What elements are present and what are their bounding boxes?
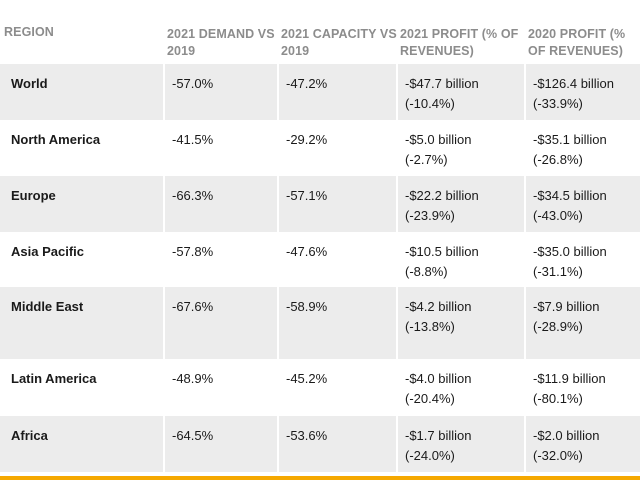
header-profit-2021-label: 2021 PROFIT (% OF REVENUES) [400,27,519,58]
table-row: World -57.0% -47.2% -$47.7 billion (-10.4… [0,64,640,120]
table-header: REGION 2021 DEMAND VS 2019 2021 CAPACITY… [0,0,640,64]
capacity-cell: -53.6% [277,416,397,472]
region-cell: Latin America [0,359,164,416]
profit-2020-cell: -$35.0 billion (-31.1%) [524,232,640,287]
profit-2020-cell: -$2.0 billion (-32.0%) [524,416,640,472]
profit-2021-cell: -$4.2 billion (-13.8%) [396,287,525,359]
header-demand: 2021 DEMAND VS 2019 [164,0,278,64]
profit-2021-value: -$4.2 billion [405,299,472,314]
region-cell: Asia Pacific [0,232,164,287]
profit-2020-pct: (-28.9%) [533,319,583,334]
demand-cell: -41.5% [163,120,278,176]
region-cell: North America [0,120,164,176]
profit-2020-pct: (-32.0%) [533,448,583,463]
profit-2021-pct: (-10.4%) [405,96,455,111]
profit-2020-value: -$35.1 billion [533,132,607,147]
table-row: Middle East -67.6% -58.9% -$4.2 billion (… [0,287,640,359]
profit-2021-cell: -$5.0 billion (-2.7%) [396,120,525,176]
profit-2020-cell: -$35.1 billion (-26.8%) [524,120,640,176]
profit-2021-value: -$5.0 billion [405,132,472,147]
table-body: World -57.0% -47.2% -$47.7 billion (-10.4… [0,64,640,472]
profit-2021-pct: (-2.7%) [405,152,448,167]
profit-2021-cell: -$22.2 billion (-23.9%) [396,176,525,232]
profit-2021-cell: -$47.7 billion (-10.4%) [396,64,525,120]
profit-2021-cell: -$10.5 billion (-8.8%) [396,232,525,287]
region-cell: Middle East [0,287,164,359]
capacity-cell: -47.6% [277,232,397,287]
profit-2020-value: -$34.5 billion [533,188,607,203]
profit-2020-value: -$2.0 billion [533,428,600,443]
profit-2021-pct: (-24.0%) [405,448,455,463]
header-profit-2021: 2021 PROFIT (% OF REVENUES) [397,0,525,64]
profit-2021-value: -$10.5 billion [405,244,479,259]
capacity-cell: -29.2% [277,120,397,176]
profit-2021-pct: (-23.9%) [405,208,455,223]
region-cell: World [0,64,164,120]
demand-cell: -57.8% [163,232,278,287]
profit-2020-cell: -$7.9 billion (-28.9%) [524,287,640,359]
profit-2020-value: -$7.9 billion [533,299,600,314]
profit-2021-pct: (-13.8%) [405,319,455,334]
table-row: Europe -66.3% -57.1% -$22.2 billion (-23.… [0,176,640,232]
demand-cell: -57.0% [163,64,278,120]
accent-bottom-bar [0,476,640,480]
profit-2021-cell: -$4.0 billion (-20.4%) [396,359,525,416]
region-cell: Europe [0,176,164,232]
table-row: North America -41.5% -29.2% -$5.0 billio… [0,120,640,176]
capacity-cell: -58.9% [277,287,397,359]
profit-2021-pct: (-20.4%) [405,391,455,406]
capacity-cell: -45.2% [277,359,397,416]
profit-2020-cell: -$126.4 billion (-33.9%) [524,64,640,120]
table-row: Asia Pacific -57.8% -47.6% -$10.5 billio… [0,232,640,287]
profit-2021-value: -$47.7 billion [405,76,479,91]
profit-2021-pct: (-8.8%) [405,264,448,279]
header-capacity: 2021 CAPACITY VS 2019 [278,0,397,64]
table-row: Latin America -48.9% -45.2% -$4.0 billio… [0,359,640,416]
header-region: REGION [0,0,164,64]
profit-2021-value: -$1.7 billion [405,428,472,443]
profit-2020-value: -$11.9 billion [533,371,606,386]
profit-2020-pct: (-43.0%) [533,208,583,223]
header-demand-label: 2021 DEMAND VS 2019 [167,27,275,58]
profit-2020-pct: (-80.1%) [533,391,583,406]
demand-cell: -67.6% [163,287,278,359]
profit-2020-value: -$126.4 billion [533,76,614,91]
table-row: Africa -64.5% -53.6% -$1.7 billion (-24.0… [0,416,640,472]
profit-2021-cell: -$1.7 billion (-24.0%) [396,416,525,472]
demand-cell: -48.9% [163,359,278,416]
region-cell: Africa [0,416,164,472]
profit-2020-pct: (-33.9%) [533,96,583,111]
profit-2020-cell: -$34.5 billion (-43.0%) [524,176,640,232]
header-profit-2020-label: 2020 PROFIT (% OF REVENUES) [528,27,626,58]
capacity-cell: -57.1% [277,176,397,232]
demand-cell: -64.5% [163,416,278,472]
header-row: REGION 2021 DEMAND VS 2019 2021 CAPACITY… [0,0,640,64]
capacity-cell: -47.2% [277,64,397,120]
profit-2021-value: -$4.0 billion [405,371,472,386]
profit-2020-pct: (-31.1%) [533,264,583,279]
header-capacity-label: 2021 CAPACITY VS 2019 [281,27,397,58]
profit-2020-value: -$35.0 billion [533,244,607,259]
profit-2021-value: -$22.2 billion [405,188,479,203]
profit-2020-pct: (-26.8%) [533,152,583,167]
header-profit-2020: 2020 PROFIT (% OF REVENUES) [525,0,640,64]
profit-2020-cell: -$11.9 billion (-80.1%) [524,359,640,416]
demand-cell: -66.3% [163,176,278,232]
